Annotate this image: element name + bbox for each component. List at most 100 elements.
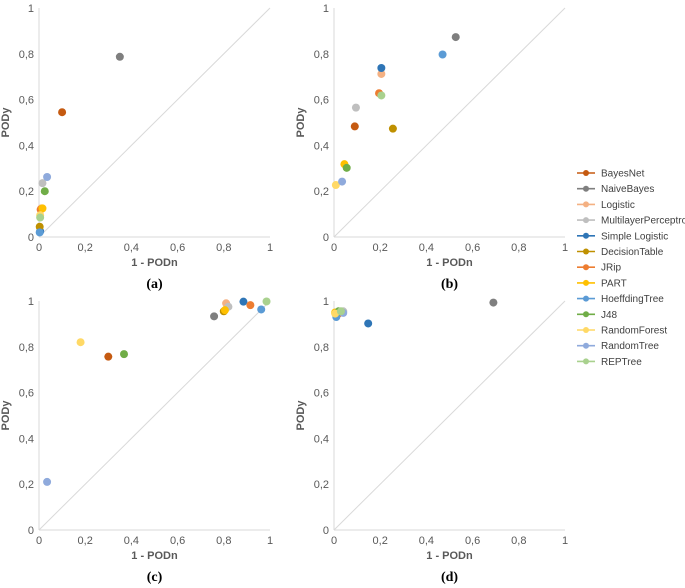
point-randomtree <box>43 477 52 486</box>
x-tick-label: 0 <box>36 535 42 547</box>
y-tick-label: 0,6 <box>19 388 34 400</box>
legend-marker <box>583 358 589 365</box>
legend-marker <box>583 232 589 239</box>
legend: BayesNet NaiveBayes Logistic MultilayerPerc… <box>577 169 685 368</box>
point-naivebayes <box>210 312 219 321</box>
point-hoeffdingtree <box>35 228 44 237</box>
y-tick-label: 0,4 <box>19 433 34 445</box>
point-logistic <box>377 69 386 78</box>
x-tick-label: 0,8 <box>216 535 231 547</box>
x-axis-title: 1 - PODn <box>131 257 178 269</box>
diagonal-line <box>333 300 566 531</box>
x-tick-label: 0,6 <box>465 535 480 547</box>
legend-item-naivebayes: NaiveBayes <box>601 184 654 195</box>
y-tick-label: 0,4 <box>19 140 34 152</box>
legend-item-randomforest: RandomForest <box>601 326 667 337</box>
point-simple-logistic <box>239 297 248 306</box>
point-naivebayes <box>115 52 124 61</box>
legend-item-bayesnet: BayesNet <box>601 169 645 180</box>
y-tick-label: 0,2 <box>19 186 34 198</box>
x-tick-label: 1 <box>562 242 568 254</box>
panel-c: 0 0,2 0,4 0,6 0,8 1 0 0,2 0,4 0,6 0,8 1 1 - PODn PODy… <box>0 296 273 585</box>
y-tick-label: 0,8 <box>314 342 329 354</box>
legend-marker <box>583 248 589 255</box>
point-reptree <box>262 297 271 306</box>
x-tick-label: 0 <box>331 535 337 547</box>
legend-marker <box>583 311 589 318</box>
panel-b: 0 0,2 0,4 0,6 0,8 1 0 0,2 0,4 0,6 0,8 1 1 - PODn PODy… <box>295 3 568 292</box>
panel-label: (b) <box>441 277 458 292</box>
legend-item-reptree: REPTree <box>601 357 642 368</box>
x-tick-label: 0,2 <box>78 242 93 254</box>
x-axis-title: 1 - PODn <box>131 550 178 562</box>
y-tick-label: 0,8 <box>19 342 34 354</box>
point-reptree <box>377 91 386 100</box>
x-tick-label: 0,4 <box>419 535 434 547</box>
legend-marker <box>583 342 589 349</box>
legend-item-decisiontable: DecisionTable <box>601 247 664 258</box>
point-jrip <box>246 301 255 310</box>
point-randomtree <box>338 177 347 186</box>
x-tick-label: 0 <box>36 242 42 254</box>
legend-item-simple-logistic: Simple Logistic <box>601 231 668 242</box>
y-axis-title: PODy <box>295 400 307 431</box>
legend-item-logistic: Logistic <box>601 200 635 211</box>
legend-item-j48: J48 <box>601 310 618 321</box>
point-naivebayes <box>489 298 498 307</box>
panel-label: (a) <box>146 277 163 292</box>
point-j48 <box>120 350 129 359</box>
legend-marker <box>583 185 589 192</box>
y-tick-label: 0 <box>28 525 34 537</box>
point-bayesnet <box>104 352 113 361</box>
panel-d: 0 0,2 0,4 0,6 0,8 1 0 0,2 0,4 0,6 0,8 1 1 - PODn PODy… <box>295 296 568 585</box>
point-multilayerperceptron <box>38 179 47 188</box>
legend-item-multilayerperceptron: MultilayerPerceptron <box>601 216 685 227</box>
point-simple-logistic <box>364 319 373 328</box>
x-tick-label: 0,2 <box>373 535 388 547</box>
y-tick-label: 0,8 <box>19 49 34 61</box>
y-tick-label: 0,4 <box>314 140 329 152</box>
x-tick-label: 1 <box>562 535 568 547</box>
x-tick-label: 0,4 <box>419 242 434 254</box>
point-naivebayes <box>451 33 460 42</box>
legend-item-jrip: JRip <box>601 263 621 274</box>
y-tick-label: 0,6 <box>314 388 329 400</box>
point-part <box>38 204 47 213</box>
point-randomforest <box>331 181 340 190</box>
x-tick-label: 0,8 <box>216 242 231 254</box>
y-tick-label: 0,2 <box>314 186 329 198</box>
y-tick-label: 1 <box>323 296 329 308</box>
y-tick-label: 0,2 <box>19 479 34 491</box>
legend-marker <box>583 327 589 333</box>
point-decisiontable <box>35 222 44 231</box>
point-hoeffdingtree <box>438 50 447 59</box>
point-part <box>220 306 229 315</box>
y-tick-label: 0,2 <box>314 479 329 491</box>
panels: 0 0,2 0,4 0,6 0,8 1 0 0,2 0,4 0,6 0,8 1 1 - PODn PODy… <box>0 3 568 585</box>
x-axis-title: 1 - PODn <box>426 257 473 269</box>
x-tick-label: 0,6 <box>170 242 185 254</box>
point-j48 <box>40 187 49 196</box>
x-tick-label: 0,8 <box>511 242 526 254</box>
point-multilayerperceptron <box>351 103 360 112</box>
x-tick-label: 0,4 <box>124 242 139 254</box>
legend-marker <box>583 295 589 302</box>
x-tick-label: 0,8 <box>511 535 526 547</box>
legend-item-randomtree: RandomTree <box>601 341 659 352</box>
point-randomtree <box>43 173 52 182</box>
diagonal-line <box>333 7 566 238</box>
panel-label: (d) <box>441 570 458 585</box>
y-tick-label: 0 <box>323 525 329 537</box>
point-reptree <box>36 213 45 222</box>
y-tick-label: 0,4 <box>314 433 329 445</box>
y-tick-label: 1 <box>28 3 34 15</box>
legend-marker <box>583 279 589 286</box>
y-axis-title: PODy <box>295 107 307 138</box>
point-reptree <box>336 307 345 316</box>
legend-marker <box>583 217 589 224</box>
x-tick-label: 0,6 <box>465 242 480 254</box>
point-bayesnet <box>350 122 359 131</box>
point-j48 <box>342 163 351 172</box>
legend-marker <box>583 264 589 271</box>
